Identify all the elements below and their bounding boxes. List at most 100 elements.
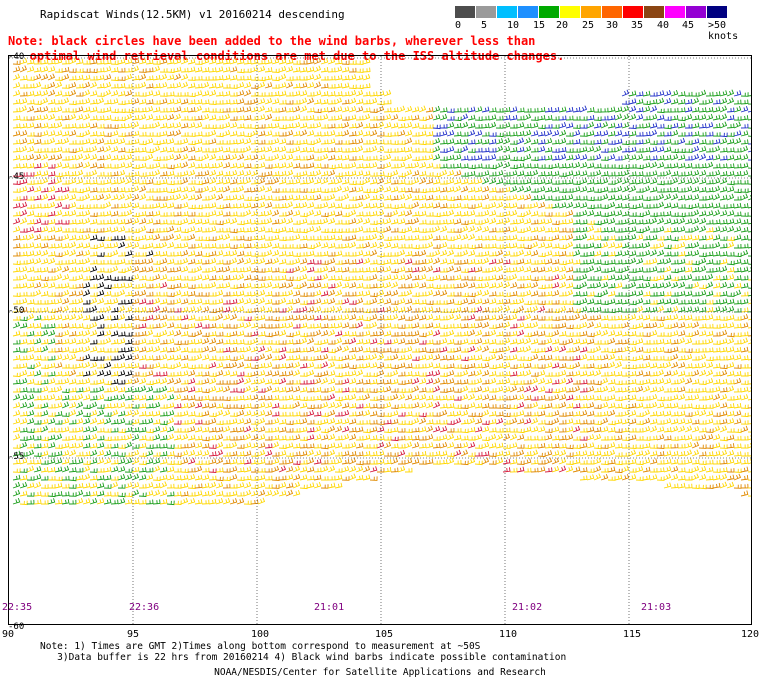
wind-barb	[40, 106, 49, 113]
wind-barb	[600, 121, 609, 129]
wind-barb	[502, 226, 511, 233]
wind-barb	[299, 155, 308, 161]
wind-barb	[369, 388, 378, 393]
wind-barb	[244, 123, 252, 129]
wind-barb	[586, 298, 595, 305]
wind-barb	[173, 259, 182, 265]
wind-barb	[383, 186, 392, 193]
wind-barb	[222, 154, 231, 161]
wind-barb	[628, 90, 637, 97]
wind-barb	[201, 259, 210, 265]
wind-barb	[89, 297, 98, 305]
wind-barb	[446, 108, 455, 113]
wind-barb	[607, 361, 616, 369]
wind-barb	[26, 99, 35, 105]
wind-barb	[264, 298, 273, 305]
wind-barb	[299, 82, 308, 89]
wind-barb	[159, 122, 168, 129]
wind-barb	[726, 132, 735, 137]
wind-barb	[103, 187, 112, 193]
wind-barb	[285, 404, 294, 409]
wind-barb	[271, 441, 280, 449]
wind-barb	[285, 91, 294, 97]
wind-barb	[26, 233, 35, 241]
wind-barb	[509, 330, 518, 337]
wind-barb	[656, 211, 665, 217]
wind-barb	[12, 364, 21, 369]
wind-barb	[369, 372, 378, 377]
wind-barb	[565, 122, 574, 129]
wind-barb	[586, 385, 595, 393]
wind-barb	[621, 330, 630, 337]
wind-barb	[544, 236, 553, 242]
wind-barb	[82, 345, 91, 353]
wind-barb	[614, 380, 623, 385]
wind-barb	[236, 220, 245, 226]
wind-barb	[138, 131, 147, 137]
wind-barb	[418, 235, 427, 241]
wind-barb	[586, 209, 595, 217]
wind-barb	[516, 162, 525, 169]
wind-barb	[47, 66, 56, 73]
wind-barb	[628, 402, 637, 409]
wind-barb	[117, 137, 126, 145]
wind-barb	[397, 249, 406, 257]
wind-barb	[313, 346, 322, 353]
wind-barb	[523, 282, 532, 289]
wind-barb	[362, 91, 371, 97]
wind-barb	[523, 171, 532, 177]
wind-barb	[670, 107, 679, 113]
wind-barb	[670, 276, 679, 281]
wind-barb	[537, 404, 546, 409]
wind-barb	[201, 203, 210, 209]
wind-barb	[726, 322, 735, 329]
wind-barb	[33, 267, 42, 273]
wind-barb	[439, 148, 448, 153]
wind-barb	[131, 58, 140, 65]
wind-barb	[474, 106, 483, 113]
wind-barb	[537, 291, 546, 297]
wind-barb	[348, 377, 357, 385]
wind-barb	[544, 124, 553, 129]
wind-barb	[530, 188, 539, 193]
wind-barb	[271, 291, 280, 297]
wind-barb	[306, 379, 315, 385]
wind-barb	[82, 233, 91, 241]
wind-barb	[726, 114, 735, 121]
wind-barb	[607, 435, 616, 441]
wind-barb	[586, 332, 595, 338]
wind-barb	[138, 266, 147, 273]
wind-barb	[460, 379, 469, 385]
wind-barb	[684, 337, 693, 345]
wind-barb	[467, 314, 476, 321]
wind-barb	[740, 123, 749, 129]
wind-barb	[670, 244, 679, 249]
wind-barb	[502, 433, 511, 441]
wind-barb	[579, 387, 588, 393]
wind-barb	[12, 163, 21, 169]
wind-barb	[103, 330, 112, 337]
wind-barb	[362, 338, 371, 345]
wind-barb	[250, 209, 259, 217]
wind-barb	[19, 251, 28, 257]
wind-barb	[47, 338, 56, 345]
wind-barb	[404, 394, 413, 401]
wind-barb	[96, 409, 105, 417]
wind-barb	[572, 219, 581, 225]
wind-barb	[201, 443, 210, 449]
wind-barb	[19, 58, 28, 65]
wind-barb	[152, 196, 161, 201]
wind-barb	[334, 97, 343, 105]
wind-barb	[208, 138, 217, 145]
wind-barb	[159, 314, 168, 321]
wind-barb	[614, 299, 623, 305]
wind-barb	[264, 291, 273, 297]
wind-barb	[705, 281, 714, 289]
wind-barb	[131, 217, 140, 225]
wind-barb	[572, 395, 581, 401]
wind-barb	[68, 129, 77, 137]
wind-barb	[334, 91, 343, 97]
legend-label: 20	[556, 20, 569, 31]
wind-barb	[173, 233, 182, 241]
wind-barb	[124, 433, 133, 441]
